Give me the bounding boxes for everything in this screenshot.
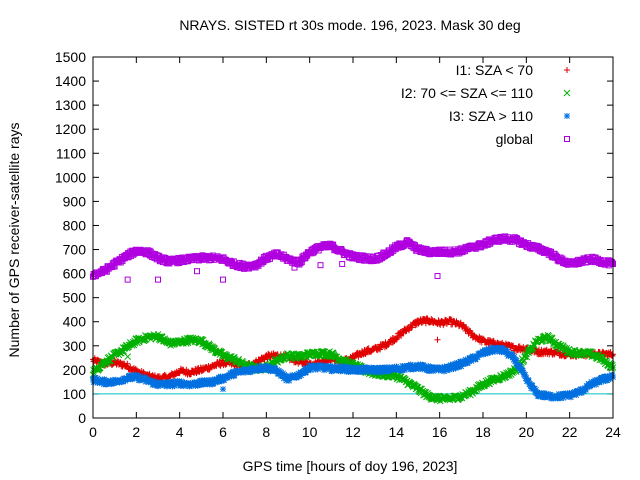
legend-label: I1: SZA < 70 (456, 62, 534, 78)
data-point (490, 338, 497, 345)
chart-title: NRAYS. SISTED rt 30s mode. 196, 2023. Ma… (179, 17, 520, 33)
x-tick-label: 10 (302, 424, 318, 440)
x-axis-label: GPS time [hours of doy 196, 2023] (243, 458, 458, 474)
x-tick-label: 18 (475, 424, 491, 440)
series-2 (89, 331, 617, 405)
data-point (608, 352, 615, 359)
data-point (393, 335, 400, 342)
x-tick-label: 14 (389, 424, 405, 440)
data-point (398, 332, 405, 339)
y-tick-label: 400 (63, 314, 87, 330)
y-axis-label: Number of GPS receiver-satellite rays (6, 123, 22, 358)
data-point (428, 315, 435, 322)
data-point (377, 346, 384, 353)
y-tick-label: 700 (63, 242, 87, 258)
legend-label: I2: 70 <= SZA <= 110 (401, 85, 533, 101)
y-tick-label: 300 (63, 338, 87, 354)
y-tick-label: 1300 (55, 97, 86, 113)
y-tick-label: 0 (78, 410, 86, 426)
y-tick-label: 200 (63, 362, 87, 378)
y-tick-label: 1000 (55, 169, 86, 185)
ticks: 0 2 4 6 8 10 12 14 16 18 20 22 240100200300400500600… (55, 49, 621, 440)
x-tick-label: 2 (132, 424, 140, 440)
x-tick-label: 16 (432, 424, 448, 440)
data-point (235, 355, 243, 363)
y-tick-label: 500 (63, 290, 87, 306)
y-tick-label: 800 (63, 217, 87, 233)
outlier-point (434, 336, 441, 343)
data-point (412, 322, 419, 329)
data-point (490, 337, 497, 344)
data-point (124, 360, 131, 367)
legend-label: global (496, 131, 533, 147)
x-tick-label: 8 (262, 424, 270, 440)
x-tick-label: 6 (219, 424, 227, 440)
data-point (513, 357, 520, 364)
x-tick-label: 24 (605, 424, 621, 440)
data-point (480, 335, 486, 342)
y-tick-label: 1200 (55, 121, 86, 137)
legend-label: I3: SZA > 110 (449, 108, 533, 124)
x-tick-label: 20 (519, 424, 535, 440)
legend-marker (564, 113, 570, 119)
x-tick-label: 12 (345, 424, 361, 440)
x-tick-label: 4 (176, 424, 184, 440)
data-points (89, 233, 617, 405)
data-point (424, 315, 431, 322)
y-tick-label: 1500 (55, 49, 86, 65)
x-tick-label: 22 (562, 424, 578, 440)
x-tick-label: 0 (89, 424, 97, 440)
y-tick-label: 100 (63, 386, 87, 402)
y-tick-label: 900 (63, 193, 87, 209)
y-tick-label: 1100 (56, 145, 86, 161)
data-point (390, 338, 397, 345)
y-tick-label: 1400 (55, 73, 86, 89)
y-tick-label: 600 (63, 266, 87, 282)
outlier-point (220, 386, 226, 393)
